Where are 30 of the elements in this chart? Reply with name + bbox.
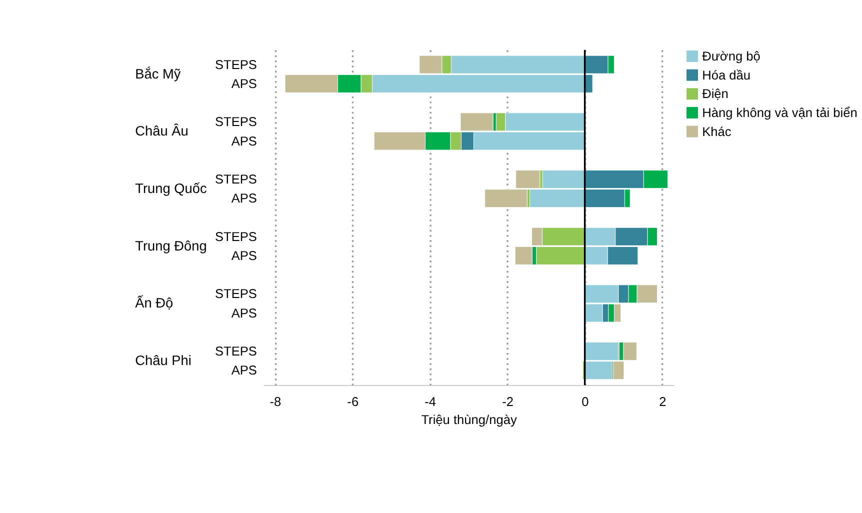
- y-tick-label: APS: [231, 76, 257, 91]
- text: Châu Âu: [135, 124, 188, 139]
- y-tick-label: STEPS: [214, 172, 257, 187]
- x-tick-label: 2: [659, 394, 666, 410]
- x-tick-label: -4: [424, 394, 436, 410]
- legend-label: Hóa dầu: [702, 67, 751, 82]
- y-tick-label: STEPS: [214, 114, 257, 130]
- y-tick-label: APS: [231, 362, 257, 378]
- x-tick-label: -2: [502, 394, 514, 410]
- text: Ấn Độ: [135, 294, 174, 311]
- y-tick-label: APS: [231, 133, 257, 148]
- y-tick-label: APS: [231, 248, 257, 263]
- y-tick-label: STEPS: [214, 344, 257, 359]
- legend-label: Đường bộ: [702, 48, 760, 64]
- legend-label: Khác: [702, 124, 732, 139]
- y-tick-label: STEPS: [214, 228, 257, 244]
- text: Trung Quốc: [135, 181, 207, 196]
- y-tick-label: APS: [231, 190, 257, 206]
- legend-label: Hàng không và vận tải biển: [702, 104, 858, 120]
- text: Bắc Mỹ: [135, 66, 181, 82]
- legend-label: Điện: [702, 86, 728, 102]
- y-tick-label: STEPS: [214, 56, 257, 72]
- x-tick-label: -6: [347, 394, 359, 410]
- x-tick-label: 0: [582, 394, 589, 410]
- text: Châu Phi: [135, 353, 192, 368]
- x-axis-title: Triệu thùng/ngày: [421, 412, 518, 427]
- x-tick-label: -8: [270, 394, 282, 410]
- y-tick-label: STEPS: [214, 286, 257, 302]
- y-tick-label: APS: [231, 305, 257, 320]
- text: Trung Đông: [135, 238, 207, 254]
